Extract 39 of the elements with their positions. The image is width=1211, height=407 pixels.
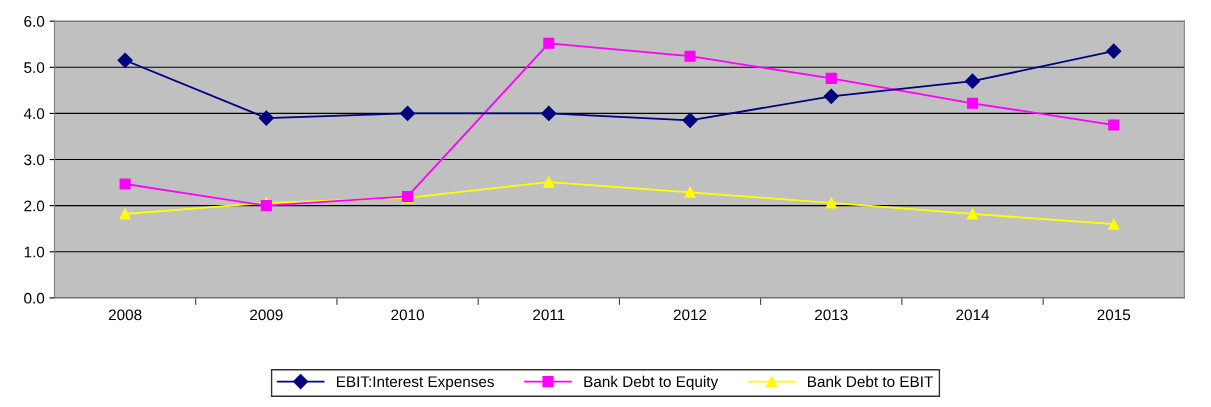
legend-label: Bank Debt to Equity	[584, 375, 719, 391]
y-tick-label: 0.0	[24, 292, 45, 304]
point	[1106, 43, 1122, 59]
point	[400, 105, 416, 121]
x-tick-label: 2010	[391, 309, 424, 321]
y-tick-label: 6.0	[24, 16, 45, 27]
point	[258, 110, 274, 126]
point	[684, 186, 696, 198]
y-tick-label: 5.0	[24, 62, 45, 73]
legend-label: EBIT:Interest Expenses	[337, 376, 494, 391]
point	[119, 208, 131, 220]
point	[966, 97, 979, 109]
x-tick-label: 2013	[815, 309, 848, 321]
point	[543, 176, 555, 188]
legend-label: Bank Debt to EBIT	[808, 375, 933, 388]
x-tick-label: 2011	[533, 309, 565, 321]
point	[682, 112, 698, 128]
point	[825, 72, 837, 84]
point	[119, 178, 131, 190]
x-tick-label: 2015	[1097, 309, 1131, 321]
point	[966, 208, 979, 220]
point	[260, 200, 272, 212]
point	[541, 105, 557, 121]
point	[964, 73, 981, 89]
y-tick-label: 1.0	[24, 246, 45, 258]
point	[1108, 218, 1120, 230]
point	[543, 37, 555, 49]
x-tick-label: 2012	[673, 309, 707, 321]
point	[825, 197, 837, 209]
point	[1108, 119, 1120, 131]
x-tick-label: 2009	[250, 309, 283, 321]
point	[684, 50, 696, 62]
y-tick-label: 4.0	[23, 108, 45, 120]
y-tick-label: 2.0	[24, 200, 45, 212]
x-tick-label: 2014	[956, 309, 990, 321]
y-tick-label: 3.0	[24, 154, 45, 166]
point	[823, 88, 839, 104]
x-tick-label: 2008	[108, 309, 142, 321]
point	[117, 52, 133, 68]
